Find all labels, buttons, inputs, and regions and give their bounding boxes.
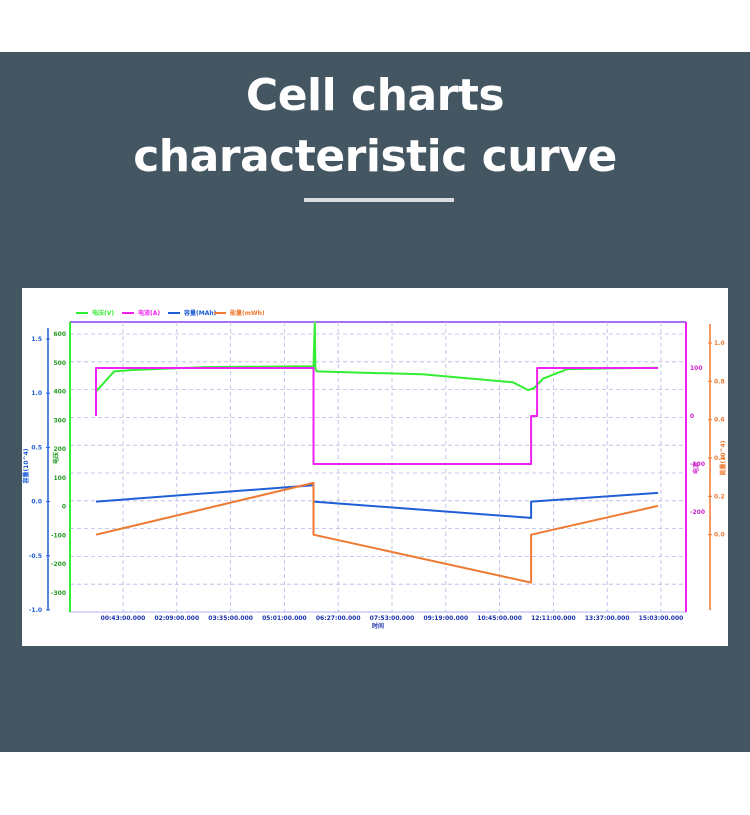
left-inner-tick-label: 200 <box>53 446 66 453</box>
right-outer-axis-label: 能量(10^4) <box>719 440 727 475</box>
x-tick-label: 09:19:00.000 <box>423 615 468 622</box>
x-tick-label: 12:11:00.000 <box>531 615 576 622</box>
left-inner-tick-label: 300 <box>53 417 66 424</box>
x-tick-label: 05:01:00.000 <box>262 615 307 622</box>
left-inner-tick-label: 400 <box>53 389 66 396</box>
legend-label: 电流(A) <box>138 309 160 317</box>
chart-svg: 00:43:00.000 02:09:00.000 03:35:00.000 05:0… <box>22 309 727 630</box>
right-outer-tick-label: 0.0 <box>714 532 725 539</box>
x-tick-label: 02:09:00.000 <box>154 615 199 622</box>
left-outer-tick-label: -1.0 <box>29 607 42 614</box>
left-inner-tick-label: -300 <box>51 590 66 597</box>
series-line <box>95 484 659 519</box>
x-axis-label: 时间 <box>372 622 384 630</box>
right-inner-tick-label: 0 <box>690 413 694 420</box>
right-outer-tick-label: 1.0 <box>714 340 725 347</box>
page-title-line2: characteristic curve <box>133 131 617 182</box>
x-tick-label: 03:35:00.000 <box>208 615 253 622</box>
x-tick-label: 06:27:00.000 <box>316 615 361 622</box>
right-inner-tick-label: 100 <box>690 365 703 372</box>
left-outer-axis-label: 容量(10^4) <box>22 448 30 484</box>
x-tick-label: 07:53:00.000 <box>370 615 415 622</box>
series-line <box>95 481 659 584</box>
right-outer-tick-label: 0.8 <box>714 378 725 385</box>
title-underline <box>304 198 454 202</box>
right-outer-tick-label: 0.4 <box>714 455 725 462</box>
left-outer-tick-label: 1.5 <box>31 336 42 343</box>
left-inner-tick-label: -200 <box>51 561 66 568</box>
legend-label: 能量(mWh) <box>230 309 265 317</box>
page-title-line1: Cell charts <box>245 70 505 121</box>
legend-label: 电压(V) <box>92 309 114 317</box>
series-line <box>95 367 658 465</box>
right-inner-tick-label: -100 <box>690 461 705 468</box>
right-outer-tick-label: 0.2 <box>714 493 725 500</box>
left-inner-tick-label: -100 <box>51 532 66 539</box>
legend-label: 容量(MAh) <box>183 309 217 317</box>
left-outer-tick-label: -0.5 <box>29 553 42 560</box>
left-inner-tick-label: 500 <box>53 360 66 367</box>
series-line <box>95 321 659 393</box>
chart-card: 00:43:00.000 02:09:00.000 03:35:00.000 05:0… <box>22 288 728 646</box>
left-outer-tick-label: 0.0 <box>31 499 42 506</box>
x-tick-label: 00:43:00.000 <box>101 615 146 622</box>
left-inner-axis-label: 电压 <box>52 452 60 464</box>
x-tick-label: 10:45:00.000 <box>477 615 522 622</box>
left-outer-tick-label: 1.0 <box>31 390 42 397</box>
right-inner-axis-label: 电流 <box>692 462 700 474</box>
right-inner-tick-label: -200 <box>690 509 705 516</box>
left-outer-tick-label: 0.5 <box>31 444 42 451</box>
right-outer-tick-label: 0.6 <box>714 417 725 424</box>
left-inner-tick-label: 100 <box>53 475 66 482</box>
left-inner-tick-label: 0 <box>62 504 66 511</box>
x-tick-label: 13:37:00.000 <box>585 615 630 622</box>
x-tick-label: 15:03:00.000 <box>639 615 684 622</box>
left-inner-tick-label: 600 <box>53 331 66 338</box>
plot-frame <box>69 321 687 613</box>
